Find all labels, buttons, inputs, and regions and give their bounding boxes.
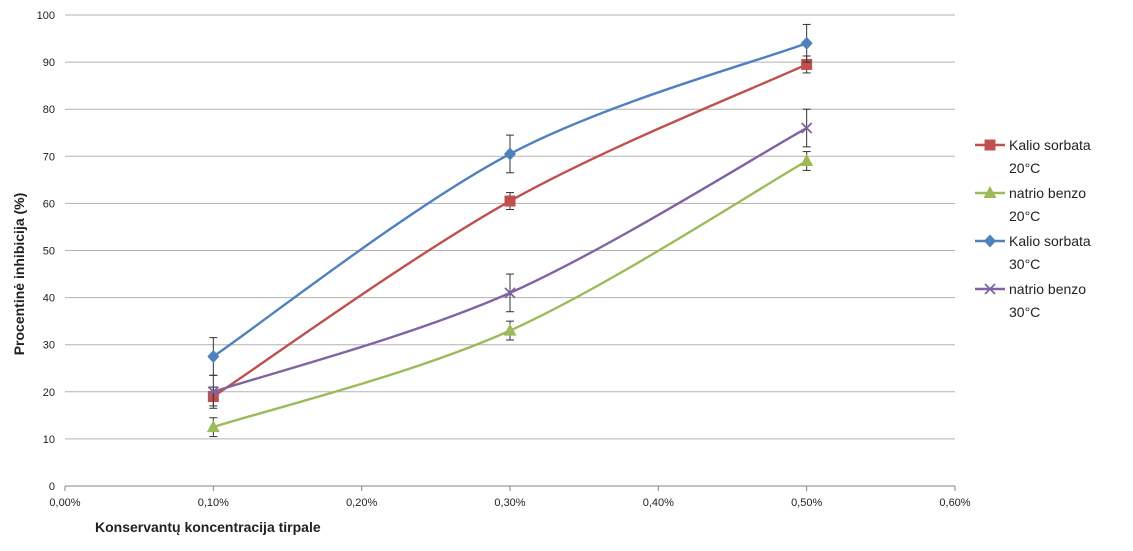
y-tick-label: 20	[43, 387, 55, 399]
legend-label: 30°C	[1009, 304, 1040, 320]
y-tick-label: 90	[43, 57, 55, 69]
data-point	[207, 386, 219, 398]
legend-label: 20°C	[1009, 160, 1040, 176]
series-line	[212, 63, 808, 398]
data-point	[504, 287, 516, 299]
data-point	[801, 58, 813, 70]
y-tick-label: 30	[43, 340, 55, 352]
x-tick-label: 0,40%	[643, 497, 674, 509]
x-tick-label: 0,60%	[939, 497, 970, 509]
legend-label: 30°C	[1009, 256, 1040, 272]
legend-label: Kalio sorbata	[1009, 137, 1091, 153]
data-point	[503, 323, 517, 336]
y-tick-label: 40	[43, 293, 55, 305]
legend-marker	[984, 139, 996, 151]
y-tick-label: 50	[43, 246, 55, 258]
y-tick-label: 100	[37, 10, 55, 22]
y-tick-label: 60	[43, 198, 55, 210]
x-tick-label: 0,10%	[198, 497, 229, 509]
data-point	[800, 154, 814, 167]
x-tick-label: 0,30%	[494, 497, 525, 509]
y-axis-title: Procentinė inhibicija (%)	[11, 193, 27, 356]
legend-label: 20°C	[1009, 208, 1040, 224]
x-tick-label: 0,50%	[791, 497, 822, 509]
legend-marker	[984, 234, 996, 248]
legend-label: Kalio sorbata	[1009, 233, 1091, 249]
data-point	[800, 36, 813, 50]
y-tick-label: 10	[43, 434, 55, 446]
axes: 0 10 20 30 40 50 60 70 80 90 100 0,00% 0,10% 0,20% 0,3…	[37, 10, 971, 509]
y-tick-label: 0	[49, 481, 55, 493]
legend-label: natrio benzo	[1009, 185, 1086, 201]
legend-marker	[983, 186, 997, 198]
data-point	[801, 122, 813, 134]
series	[206, 23, 814, 438]
x-tick-label: 0,20%	[346, 497, 377, 509]
x-axis-title: Konservantų koncentracija tirpale	[95, 519, 321, 535]
grid	[65, 14, 955, 487]
y-tick-label: 80	[43, 104, 55, 116]
data-point	[504, 195, 516, 207]
y-tick-label: 70	[43, 151, 55, 163]
legend-marker	[984, 283, 996, 295]
data-point	[207, 349, 220, 363]
data-point	[504, 147, 516, 161]
data-point	[206, 420, 220, 433]
legend: Kalio sorbata 20°C natrio benzo 20°C Kalio s…	[975, 137, 1091, 320]
x-tick-label: 0,00%	[49, 497, 80, 509]
legend-label: natrio benzo	[1009, 281, 1086, 297]
